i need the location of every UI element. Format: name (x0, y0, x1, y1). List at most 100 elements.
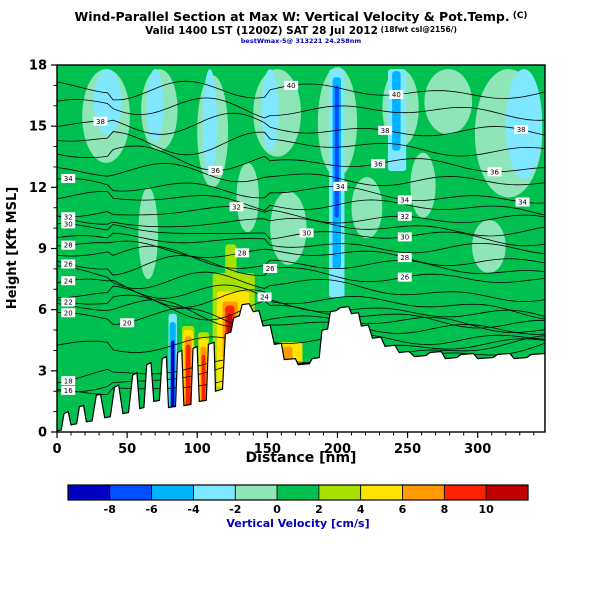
contour-label: 30 (302, 230, 311, 238)
contour-label-box (397, 272, 412, 282)
velocity-feature (185, 344, 191, 412)
contour-label-box (61, 259, 76, 269)
colorbar-segment (193, 484, 236, 501)
contour-label: 36 (211, 167, 220, 175)
contour-label: 24 (260, 294, 269, 302)
contour-label: 28 (400, 254, 409, 262)
contour-label-box (378, 125, 393, 135)
contour-label-box (263, 263, 278, 273)
velocity-feature (261, 69, 279, 151)
contour-label: 40 (287, 82, 296, 90)
x-tick-label: 50 (118, 442, 136, 457)
contour-line (57, 206, 545, 224)
contour-label-box (61, 297, 76, 307)
chart-title-units: (C) (510, 11, 528, 21)
contour-label: 32 (232, 203, 241, 211)
contour-label-box (235, 248, 250, 258)
colorbar-outline (67, 484, 529, 501)
velocity-feature (138, 187, 158, 280)
contour-label: 34 (64, 175, 73, 183)
max-w-annotation: bestWmax-5@ 313221 24.258nm (241, 37, 362, 45)
y-tick-label: 12 (29, 181, 47, 196)
contour-label-box (299, 228, 314, 238)
colorbar-tick-label: -6 (145, 503, 158, 516)
contour-line (57, 294, 545, 329)
contour-label: 38 (517, 126, 526, 134)
contour-label: 34 (336, 183, 345, 191)
contour-label: 20 (64, 309, 73, 317)
contour-label-box (257, 292, 272, 302)
contour-line (57, 265, 545, 302)
contour-layer (57, 80, 545, 395)
colorbar-tick-label: -4 (187, 503, 200, 516)
velocity-feature (505, 69, 543, 180)
contour-label-box (397, 253, 412, 263)
velocity-feature (334, 85, 339, 218)
contour-label-box (61, 385, 76, 395)
x-tick-label: 300 (464, 442, 491, 457)
contour-line (57, 215, 545, 237)
velocity-feature (170, 340, 175, 414)
x-tick-label: 250 (394, 442, 421, 457)
contour-label-box (229, 202, 244, 212)
velocity-feature (270, 191, 307, 265)
colorbar-tick-label: -2 (229, 503, 241, 516)
velocity-feature (201, 354, 206, 408)
contour-label: 26 (266, 265, 275, 273)
chart-subtitle: Valid 1400 LST (1200Z) SAT 28 Jul 2012 (… (145, 25, 457, 37)
contour-label-box (61, 173, 76, 183)
x-tick-label: 150 (254, 442, 281, 457)
y-axis-label: Height [Kft MSL] (5, 187, 20, 309)
contour-line (57, 112, 545, 137)
contour-label: 18 (64, 377, 73, 385)
velocity-feature (424, 69, 473, 135)
contour-label: 30 (64, 220, 73, 228)
velocity-feature (472, 219, 506, 273)
contour-label: 22 (64, 299, 73, 307)
contour-line (57, 255, 545, 283)
colorbar-tick-label: 6 (399, 503, 407, 516)
colorbar-segment (67, 484, 111, 501)
contour-label-box (515, 197, 530, 207)
contour-label-box (284, 80, 299, 90)
contour-line (57, 131, 545, 157)
x-tick-label: 0 (52, 442, 61, 457)
contour-label-box (208, 165, 223, 175)
contour-label-box (61, 219, 76, 229)
y-tick-label: 15 (29, 120, 47, 135)
colorbar-tick-label: 10 (479, 503, 495, 516)
colorbar-tick-label: 4 (357, 503, 365, 516)
contour-label: 36 (490, 168, 499, 176)
contour-line (57, 307, 545, 335)
colorbar-segment (485, 484, 529, 501)
velocity-feature (225, 244, 237, 306)
chart-title: Wind-Parallel Section at Max W: Vertical… (74, 9, 527, 24)
colorbar-tick-label: 2 (315, 503, 323, 516)
contour-line (57, 338, 545, 384)
contour-line (57, 245, 545, 274)
colorbar-segment (318, 484, 362, 501)
contour-label: 32 (400, 213, 409, 221)
colorbar-tick-label: 8 (441, 503, 449, 516)
contour-label-box (61, 308, 76, 318)
velocity-feature (351, 177, 383, 239)
colorbar-segment (109, 484, 153, 501)
contour-label-box (61, 376, 76, 386)
contour-line (57, 80, 545, 101)
contour-label-box (397, 211, 412, 221)
y-tick-label: 9 (38, 242, 47, 257)
colorbar-segment (402, 484, 445, 501)
contour-line (57, 335, 545, 393)
contour-label: 36 (374, 160, 383, 168)
contour-line (57, 162, 545, 187)
contour-label-box (61, 240, 76, 250)
contour-line (57, 333, 545, 353)
contour-line (57, 145, 545, 173)
contour-label: 40 (392, 91, 401, 99)
chart-title-main: Wind-Parallel Section at Max W: Vertical… (74, 9, 509, 24)
contour-label: 26 (400, 274, 409, 282)
contour-label-box (333, 181, 348, 191)
colorbar-tick-label: 0 (273, 503, 281, 516)
contour-label: 38 (96, 118, 105, 126)
